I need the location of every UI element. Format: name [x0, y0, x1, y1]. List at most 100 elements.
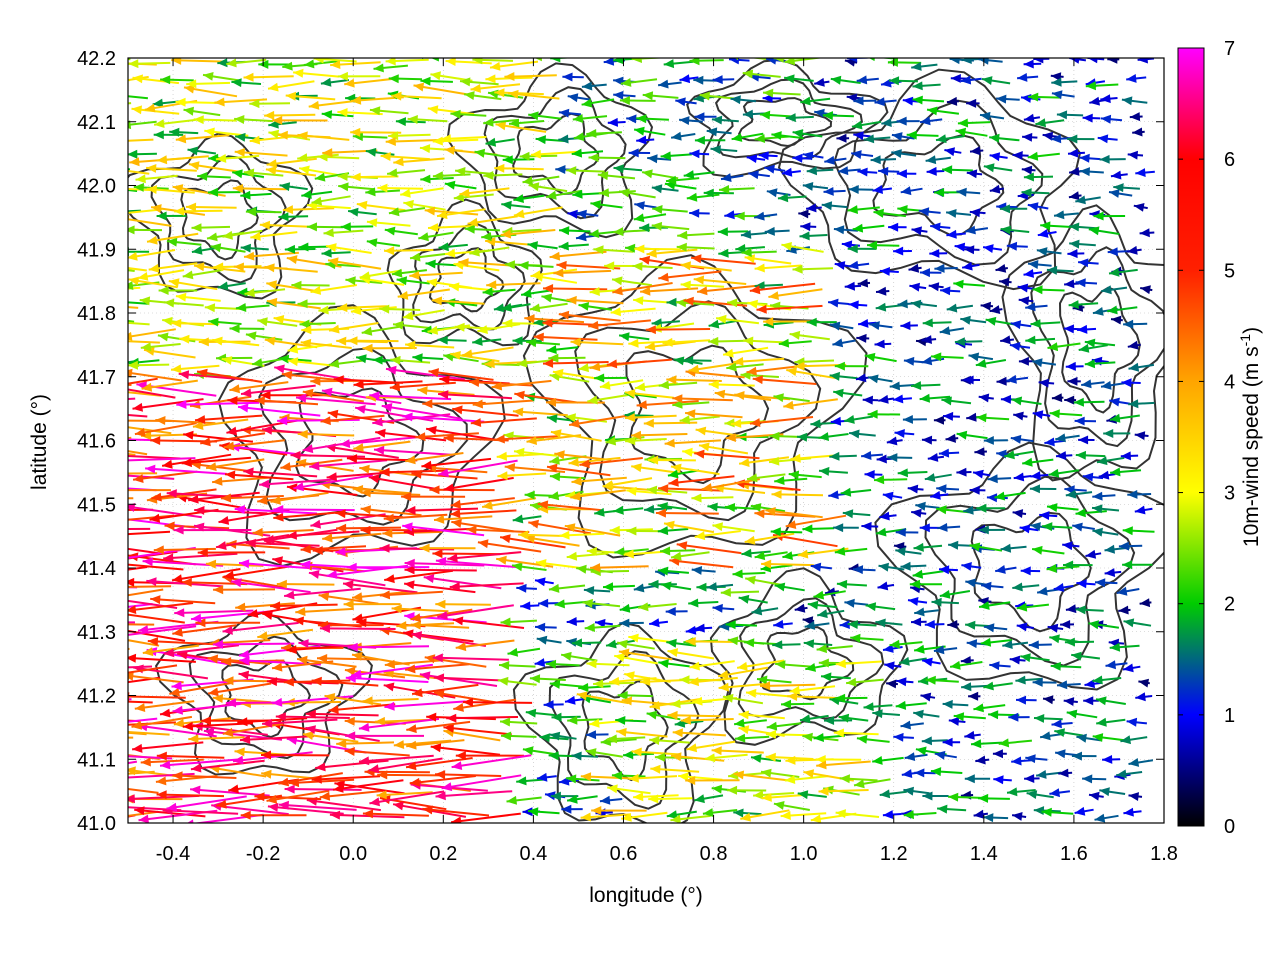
wind-vector-head [225, 698, 236, 708]
wind-vector-head [549, 680, 561, 689]
wind-vector-head [628, 773, 639, 783]
wind-vector [628, 633, 673, 644]
wind-vector-head [615, 716, 626, 725]
wind-vector [406, 720, 471, 734]
wind-vector-head [64, 822, 75, 831]
wind-vector-head [451, 761, 463, 770]
wind-vector-shaft [190, 759, 265, 771]
wind-vector-head [267, 802, 279, 812]
wind-vector-shaft [347, 645, 430, 649]
wind-vector-head [694, 794, 705, 804]
wind-vector-head [543, 700, 554, 710]
wind-vector [934, 750, 957, 760]
wind-vector-shaft [446, 716, 519, 720]
wind-vector-head [838, 713, 850, 723]
wind-vector-shaft [319, 789, 384, 799]
wind-vector-head [89, 726, 99, 735]
wind-vector [1033, 714, 1063, 723]
wind-vector-head [207, 654, 219, 664]
wind-vector [92, 334, 126, 343]
wind-vector [580, 772, 636, 782]
wind-vector [1083, 696, 1099, 706]
wind-vector-shaft [409, 775, 476, 785]
wind-vector-head [223, 676, 234, 686]
wind-vector-head [578, 683, 589, 692]
wind-vector-head [74, 407, 84, 416]
wind-vector [670, 752, 725, 762]
wind-vector-head [904, 752, 916, 761]
wind-vector-shaft [315, 759, 389, 769]
wind-vector [411, 683, 479, 698]
wind-vector-head [96, 782, 107, 791]
wind-vector-head [95, 286, 105, 295]
wind-vector-shaft [344, 669, 406, 679]
wind-vector-head [99, 469, 109, 478]
wind-vector-head [1040, 731, 1051, 741]
wind-vector [567, 715, 603, 725]
wind-vector-head [738, 710, 749, 720]
wind-vector [670, 699, 713, 709]
wind-vector [921, 736, 948, 746]
wind-vector [529, 674, 566, 684]
wind-vector-head [580, 772, 592, 782]
wind-vector-head [571, 751, 582, 761]
wind-vector [257, 628, 314, 641]
wind-vector [658, 659, 690, 669]
wind-vector-head [879, 789, 891, 799]
wind-vector-head [142, 647, 154, 657]
wind-vector-shaft [88, 548, 125, 554]
wind-vector [316, 654, 379, 663]
wind-vector-head [650, 764, 661, 774]
wind-vector [1011, 756, 1032, 766]
wind-vector-head [922, 657, 933, 667]
wind-vector-head [800, 714, 811, 724]
wind-vector-head [240, 810, 251, 820]
wind-vector-head [835, 659, 846, 669]
wind-vector-shaft [156, 793, 225, 798]
wind-vector-head [805, 663, 816, 672]
wind-vector [734, 733, 770, 743]
wind-vector-head [497, 676, 509, 686]
wind-vector [726, 785, 767, 795]
wind-vector [278, 772, 343, 787]
wind-vector-head [751, 754, 762, 763]
wind-vector-head [1024, 774, 1035, 783]
wind-vector-head [536, 772, 548, 782]
wind-vector-shaft [163, 644, 240, 655]
wind-vector [1051, 719, 1073, 729]
wind-vector-head [850, 633, 861, 643]
contour-line [872, 134, 1005, 236]
wind-vector [332, 779, 404, 793]
wind-vector [96, 782, 159, 794]
wind-vector-head [718, 670, 729, 679]
wind-vector-head [435, 791, 446, 801]
wind-vector-head [889, 639, 900, 649]
wind-vector-head [403, 629, 414, 639]
wind-vector-head [393, 801, 404, 811]
wind-vector [571, 751, 599, 761]
wind-vector-head [344, 747, 355, 756]
wind-vector-shaft [128, 613, 185, 624]
wind-vector-head [773, 801, 785, 810]
wind-vector-head [117, 631, 128, 640]
wind-vector-head [964, 774, 975, 784]
wind-vector-head [950, 660, 961, 670]
contour-line [386, 198, 543, 347]
wind-vector-head [336, 739, 347, 749]
wind-vector [1099, 787, 1126, 797]
wind-vector [534, 658, 555, 667]
wind-vector-shaft [328, 703, 396, 712]
wind-vector-head [406, 724, 417, 734]
wind-vector-head [112, 669, 123, 678]
wind-vector [128, 730, 170, 736]
wind-vector [409, 775, 476, 787]
wind-vector [453, 698, 517, 712]
wind-vector-shaft [284, 788, 362, 791]
wind-vector-head [1028, 640, 1039, 650]
wind-vector [422, 805, 490, 817]
wind-vector-head [718, 682, 729, 692]
wind-vector-head [614, 653, 625, 662]
wind-vector-head [1011, 756, 1022, 766]
wind-vector [576, 691, 629, 705]
wind-vector-head [824, 716, 835, 725]
